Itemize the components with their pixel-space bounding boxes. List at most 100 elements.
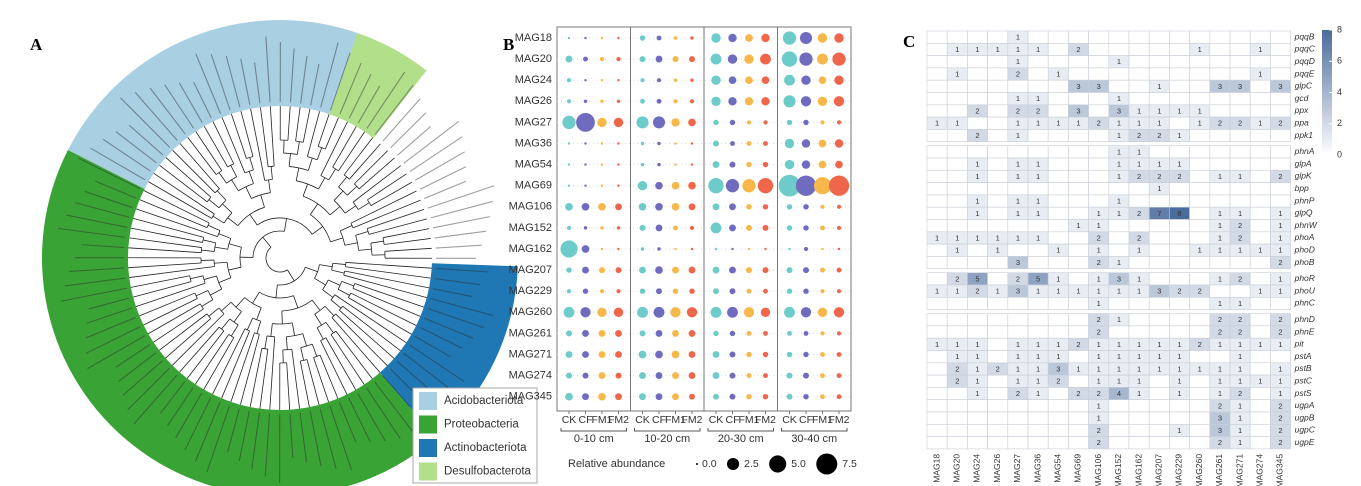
bubble — [762, 267, 769, 274]
bubble — [599, 267, 605, 274]
bubble — [688, 351, 696, 358]
branch — [203, 337, 235, 390]
leaf-label-stroke — [414, 151, 465, 181]
cell-label: 2 — [1076, 340, 1080, 349]
branch — [324, 117, 339, 150]
leaf-label-stroke — [265, 36, 271, 103]
empty-cell — [1068, 296, 1089, 310]
bubble — [636, 116, 649, 129]
cell-label: 1 — [1278, 377, 1282, 386]
cell-label: 1 — [1117, 340, 1121, 349]
empty-cell — [1027, 399, 1049, 413]
branch — [237, 206, 265, 226]
cell-label: 1 — [1157, 119, 1161, 128]
cell-label: 3 — [1016, 258, 1020, 267]
empty-cell — [1148, 145, 1170, 159]
cell-label: 2 — [1137, 131, 1141, 140]
facet-bracket — [634, 428, 701, 432]
empty-cell — [1169, 411, 1190, 425]
empty-cell — [1128, 325, 1150, 339]
leaf-label-stroke — [251, 412, 260, 470]
leaf-label-stroke — [159, 381, 186, 414]
branch — [249, 348, 263, 408]
cell-label: 1 — [1097, 340, 1101, 349]
bubble — [581, 245, 590, 253]
cell-label: 1 — [1258, 45, 1262, 54]
empty-cell — [946, 104, 968, 118]
bubble — [652, 116, 666, 129]
x-tick-label: MAG271 — [1234, 454, 1244, 486]
bubble — [713, 140, 719, 147]
empty-cell — [1270, 145, 1291, 159]
leaf-label-stroke — [194, 401, 221, 462]
bubble — [763, 141, 768, 146]
empty-cell — [967, 325, 988, 339]
branch — [259, 349, 269, 409]
row-label: ppx — [1294, 105, 1309, 115]
branch — [295, 107, 301, 142]
row-label: phnC — [1294, 298, 1316, 308]
branch — [319, 354, 339, 399]
leaf-label-stroke — [300, 55, 308, 104]
bubble — [803, 372, 809, 379]
bubble — [820, 373, 825, 379]
branch — [128, 262, 202, 269]
cell-label: 1 — [1198, 45, 1202, 54]
empty-cell — [926, 104, 948, 118]
empty-cell — [946, 219, 968, 233]
y-tick-label: MAG261 — [509, 327, 552, 339]
legend-swatch — [419, 462, 437, 481]
cell-label: 3 — [1076, 106, 1080, 115]
empty-cell — [1068, 92, 1089, 106]
cell-label: 1 — [975, 172, 979, 181]
branch — [350, 292, 417, 326]
empty-cell — [1128, 436, 1150, 450]
empty-cell — [1047, 79, 1069, 93]
cell-label: 1 — [1036, 119, 1040, 128]
cell-label: 1 — [1238, 299, 1242, 308]
bubble — [711, 96, 721, 106]
empty-cell — [946, 30, 968, 44]
bubble — [638, 202, 647, 211]
leaf-label-stroke — [120, 97, 171, 148]
branch — [338, 131, 365, 172]
empty-cell — [1148, 67, 1170, 81]
bubble — [560, 240, 578, 258]
leaf-label-stroke — [115, 343, 151, 368]
empty-cell — [1169, 296, 1190, 310]
leaf-label-stroke — [210, 54, 231, 111]
branch — [252, 317, 261, 322]
leaf-label-stroke — [427, 185, 495, 209]
empty-cell — [987, 116, 1009, 130]
empty-cell — [1128, 256, 1150, 269]
empty-cell — [946, 313, 968, 327]
row-label: phoU — [1294, 285, 1316, 295]
bubble — [600, 226, 604, 230]
empty-cell — [1209, 350, 1231, 364]
branch — [172, 313, 225, 366]
bubble — [655, 266, 663, 274]
bubble — [639, 288, 646, 294]
facet-label: 30-40 cm — [791, 433, 837, 445]
empty-cell — [1249, 194, 1271, 208]
cell-label: 1 — [1097, 299, 1101, 308]
cell-label: 1 — [1117, 377, 1121, 386]
bubble — [744, 54, 754, 64]
branch — [339, 309, 395, 359]
branch — [333, 190, 344, 201]
empty-cell — [926, 256, 948, 269]
branch — [190, 275, 204, 280]
cell-label: 2 — [1097, 426, 1101, 435]
bubble — [562, 115, 576, 130]
empty-cell — [1027, 436, 1049, 450]
empty-cell — [926, 219, 948, 233]
branch — [235, 297, 245, 308]
bubble — [760, 307, 771, 317]
colorbar — [1322, 30, 1332, 155]
x-tick-label: MAG229 — [1174, 454, 1184, 486]
bubble — [599, 57, 605, 62]
cell-label: 2 — [1218, 328, 1222, 337]
empty-cell — [1047, 104, 1069, 118]
leaf-label-stroke — [64, 277, 126, 287]
empty-cell — [1047, 231, 1069, 245]
